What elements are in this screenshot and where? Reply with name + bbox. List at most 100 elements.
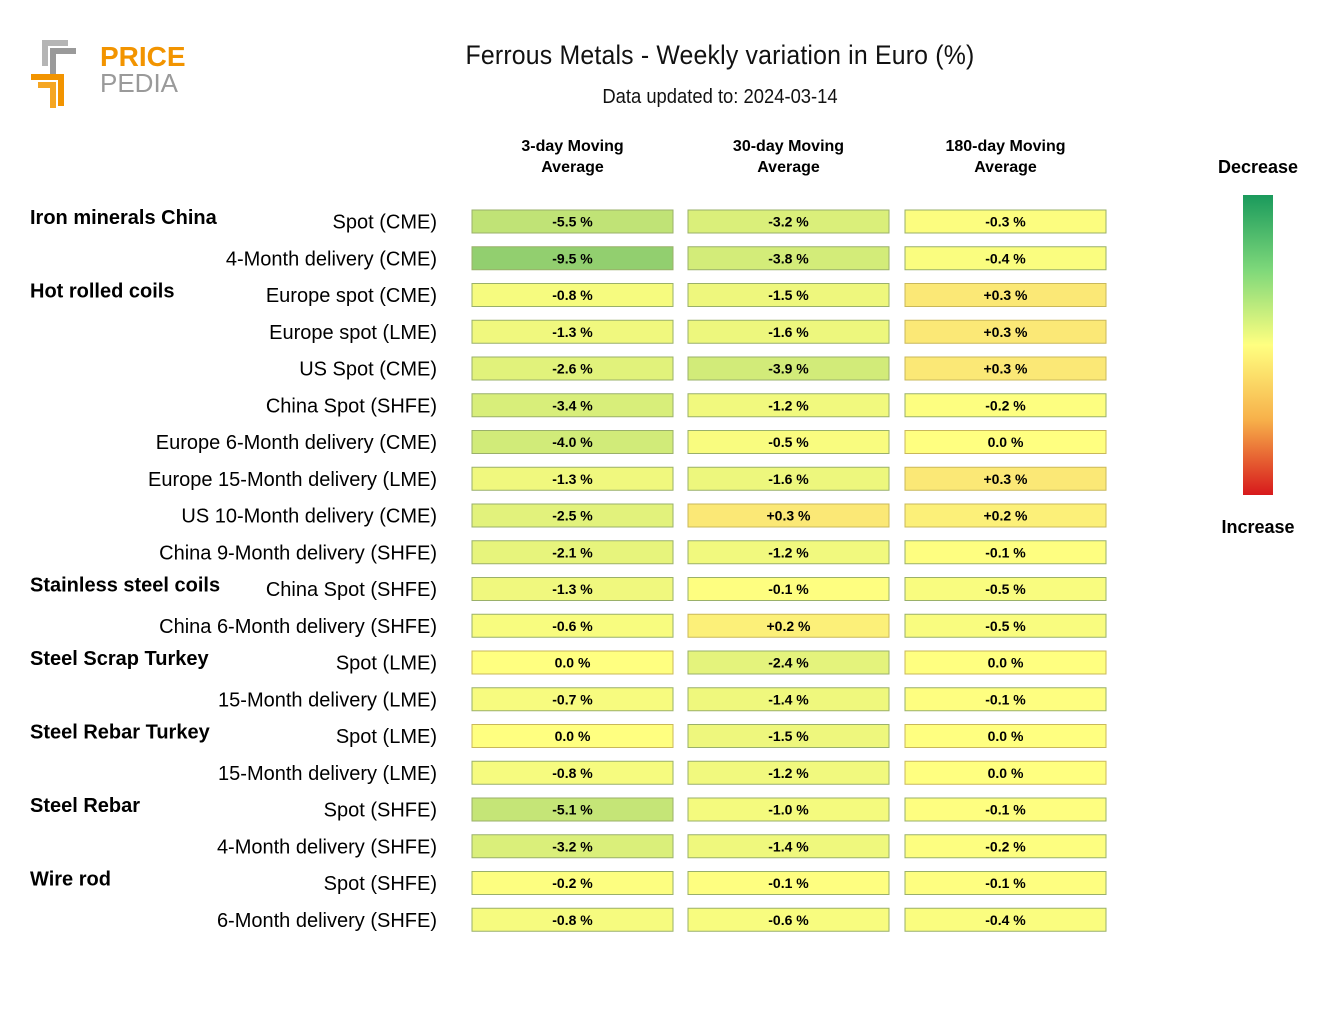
heatmap-cell [904, 687, 1107, 712]
heatmap-cell-label: +0.3 % [984, 287, 1029, 303]
heatmap-cell [687, 760, 890, 785]
heatmap-cell [904, 209, 1107, 234]
row-label: US Spot (CME) [299, 359, 437, 381]
chart-subtitle: Data updated to: 2024-03-14 [602, 86, 838, 108]
logo-text-price: PRICE [100, 41, 186, 72]
heatmap-cell [471, 430, 674, 454]
heatmap-cell [471, 246, 674, 271]
heatmap-cell-label: -0.4 % [985, 912, 1026, 928]
heatmap-cell-label: -0.6 % [768, 912, 809, 928]
heatmap-cell [904, 871, 1107, 895]
heatmap-cell-label: 0.0 % [555, 728, 591, 744]
row-label: Spot (LME) [336, 653, 437, 675]
heatmap-cell [904, 540, 1107, 565]
heatmap-cell [471, 209, 674, 234]
heatmap-cell-label: -1.3 % [552, 581, 593, 597]
heatmap-cell [904, 760, 1107, 785]
heatmap-cell [687, 724, 890, 748]
heatmap-cell-label: -1.2 % [768, 544, 809, 560]
heatmap-cell-label: -0.8 % [552, 287, 593, 303]
heatmap-cell [904, 503, 1107, 528]
heatmap-cell-label: -0.1 % [768, 581, 809, 597]
row-label: Spot (SHFE) [324, 873, 437, 895]
row-label: 6-Month delivery (SHFE) [217, 910, 437, 932]
heatmap-cell [471, 503, 674, 528]
heatmap-cell [904, 283, 1107, 307]
heatmap-cell-label: -0.2 % [552, 875, 593, 891]
heatmap-cell [687, 687, 890, 712]
group-label: Hot rolled coils [30, 281, 174, 303]
row-label: Europe 6-Month delivery (CME) [156, 432, 437, 454]
heatmap-cell [687, 356, 890, 381]
row-label: Spot (SHFE) [324, 800, 437, 822]
row-label: China 9-Month delivery (SHFE) [159, 542, 437, 564]
heatmap-cell [904, 356, 1107, 381]
heatmap-cell [471, 724, 674, 748]
logo-mark-icon [31, 40, 76, 108]
group-label: Steel Rebar Turkey [30, 722, 211, 744]
heatmap-cell-label: +0.3 % [984, 361, 1029, 377]
heatmap-cell-label: -1.5 % [768, 728, 809, 744]
heatmap-cell-label: -0.8 % [552, 765, 593, 781]
heatmap-cell [904, 834, 1107, 859]
heatmap-cell-label: -0.1 % [985, 802, 1026, 818]
row-label: 4-Month delivery (CME) [226, 248, 437, 270]
column-header-1-line-1: 3-day Moving [521, 138, 623, 155]
heatmap-cell-label: -3.8 % [768, 250, 809, 266]
column-header-1-line-2: Average [541, 159, 604, 176]
row-label: China 6-Month delivery (SHFE) [159, 616, 437, 638]
heatmap-cell-label: -0.2 % [985, 397, 1026, 413]
heatmap-cell-label: -1.6 % [768, 324, 809, 340]
group-label: Iron minerals China [30, 207, 218, 229]
row-label: Europe spot (LME) [269, 322, 437, 344]
heatmap-cell [687, 209, 890, 234]
heatmap-cell-label: -2.1 % [552, 544, 593, 560]
heatmap-cell-label: -2.4 % [768, 655, 809, 671]
heatmap-cell [904, 319, 1107, 344]
heatmap-cell-label: -1.3 % [552, 324, 593, 340]
heatmap-cell [687, 613, 890, 638]
heatmap-cell-label: -0.6 % [552, 618, 593, 634]
column-header-2-line-1: 30-day Moving [733, 138, 844, 155]
heatmap-cell-label: -1.0 % [768, 802, 809, 818]
heatmap-cell-label: +0.3 % [984, 324, 1029, 340]
heatmap-cell-label: -3.9 % [768, 361, 809, 377]
heatmap-cell [904, 393, 1107, 418]
heatmap-cell [687, 430, 890, 454]
heatmap-cell-label: -1.6 % [768, 471, 809, 487]
group-label: Stainless steel coils [30, 575, 220, 597]
heatmap-cell [904, 466, 1107, 491]
heatmap-cell-label: 0.0 % [988, 655, 1024, 671]
heatmap-cell-label: -3.2 % [768, 214, 809, 230]
heatmap-cell [904, 430, 1107, 454]
heatmap-cell [687, 871, 890, 895]
heatmap-cell-label: 0.0 % [988, 728, 1024, 744]
heatmap-cell-label: -0.1 % [985, 544, 1026, 560]
heatmap-cell-label: -2.5 % [552, 508, 593, 524]
heatmap-cell [687, 319, 890, 344]
heatmap-cell [904, 577, 1107, 601]
heatmap-cell [687, 246, 890, 271]
heatmap-cell [471, 393, 674, 418]
heatmap-cell-label: -9.5 % [552, 250, 593, 266]
heatmap-cell [687, 834, 890, 859]
heatmap-cell-label: -2.6 % [552, 361, 593, 377]
heatmap-cell [471, 907, 674, 932]
heatmap-cell-label: -0.5 % [985, 618, 1026, 634]
heatmap-cell [687, 393, 890, 418]
heatmap-cell [904, 724, 1107, 748]
heatmap-cell-label: -1.4 % [768, 838, 809, 854]
heatmap-cell-label: -5.5 % [552, 214, 593, 230]
heatmap-cell-label: -3.4 % [552, 397, 593, 413]
heatmap-cell-label: 0.0 % [988, 434, 1024, 450]
heatmap-cell [471, 319, 674, 344]
row-label: 15-Month delivery (LME) [218, 689, 437, 711]
group-label: Steel Scrap Turkey [30, 648, 209, 670]
row-label: Spot (CME) [333, 212, 437, 234]
heatmap-cell [904, 613, 1107, 638]
heatmap-cell-label: -0.3 % [985, 214, 1026, 230]
heatmap-cell-label: -1.3 % [552, 471, 593, 487]
heatmap-cell [471, 466, 674, 491]
heatmap-cell-label: -1.2 % [768, 765, 809, 781]
heatmap-cell-label: -0.2 % [985, 838, 1026, 854]
